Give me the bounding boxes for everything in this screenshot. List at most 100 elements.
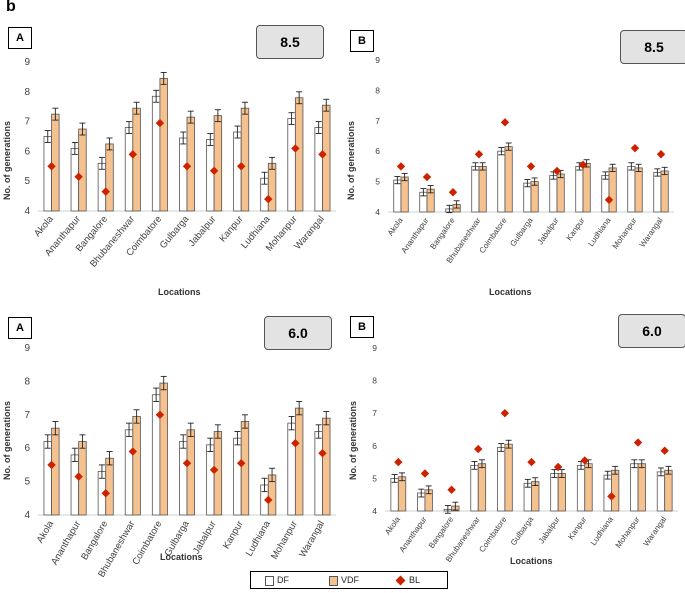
error-bar-vdf <box>323 98 330 112</box>
x-axis-title: Locations <box>489 287 532 297</box>
bl-marker <box>500 409 510 418</box>
bar-df <box>497 447 506 512</box>
bar-chart: 456789AkolaAnanthapurBangaloreBhubaneshw… <box>375 55 674 265</box>
error-bar-df <box>126 121 133 134</box>
bl-marker <box>607 492 616 501</box>
x-tick-label: Ludhiana <box>244 518 273 558</box>
bl-marker <box>422 172 432 182</box>
bl-marker <box>182 459 192 468</box>
x-tick-label: Mohanpur <box>611 216 639 251</box>
bar-vdf <box>105 143 114 212</box>
x-tick-label: Warangal <box>297 519 327 559</box>
x-tick-label: Jabalpur <box>537 515 562 546</box>
error-bar-vdf <box>453 200 460 209</box>
x-tick-label: Akola <box>32 213 56 239</box>
y-tick-label: 5 <box>372 473 377 483</box>
bar-df <box>314 127 323 212</box>
bar-df <box>43 136 52 212</box>
bl-marker <box>448 188 458 197</box>
panel-label: B <box>350 316 374 338</box>
legend-label-df: DF <box>277 575 289 585</box>
error-bar-vdf <box>427 185 434 194</box>
error-bar-vdf <box>505 142 512 151</box>
y-tick-label: 8 <box>24 87 30 98</box>
legend-label-bl: BL <box>409 575 421 585</box>
y-tick-label: 8 <box>375 85 380 95</box>
error-bar-df <box>551 469 558 478</box>
error-bar-df <box>180 131 187 145</box>
error-bar-df <box>628 162 635 171</box>
error-bar-df <box>604 470 611 480</box>
error-bar-df <box>126 422 133 437</box>
bl-marker <box>128 447 138 456</box>
bl-marker <box>474 150 484 159</box>
bl-marker <box>420 469 430 478</box>
bl-marker <box>318 150 327 159</box>
error-bar-vdf <box>323 411 330 426</box>
x-tick-label: Coimbatore <box>477 515 508 554</box>
chart-panel-a-60: A 6.0 No. of generations 4 5 6 7 8 9 Akola Anan… <box>0 300 342 579</box>
bl-marker <box>101 187 110 196</box>
error-bar-df <box>234 125 241 139</box>
y-tick-label: 5 <box>24 477 30 488</box>
chart-panel-b-60: B 6.0 No. of generations 4 5 6 7 8 9 Akola Anan… <box>342 300 685 570</box>
bl-marker <box>318 449 327 458</box>
bar-df <box>97 162 107 212</box>
legend-label-vdf: VDF <box>341 575 359 585</box>
scenario-badge: 6.0 <box>618 314 685 348</box>
bar-df <box>576 464 586 512</box>
x-axis-title: Locations <box>160 552 203 562</box>
bar-df <box>233 131 242 212</box>
error-bar-df <box>472 162 479 171</box>
bar-vdf <box>105 457 114 516</box>
error-bar-df <box>44 434 51 449</box>
error-bar-vdf <box>399 472 406 482</box>
bar-vdf <box>400 176 409 213</box>
bar-df <box>471 165 480 213</box>
bar-vdf <box>294 97 304 212</box>
error-bar-df <box>471 460 478 470</box>
x-tick-label: Akola <box>386 216 405 238</box>
y-tick-label: 7 <box>24 410 30 421</box>
error-bar-vdf <box>79 434 86 449</box>
error-bar-vdf <box>269 467 276 483</box>
bar-df <box>124 429 134 516</box>
x-tick-label: Warangal <box>641 515 668 548</box>
error-bar-df <box>315 121 322 134</box>
x-tick-label: Mohanpur <box>614 515 642 550</box>
x-tick-label: Gulbarga <box>158 213 192 251</box>
x-tick-label: Mohanpur <box>269 519 300 562</box>
bar-vdf <box>504 146 513 213</box>
panel-label: A <box>8 27 32 49</box>
error-bar-vdf <box>609 163 616 173</box>
bar-df <box>287 422 296 516</box>
x-tick-label: Kanpur <box>221 519 246 551</box>
bar-df <box>124 127 134 212</box>
error-bar-vdf <box>106 451 113 466</box>
bl-marker <box>291 438 300 448</box>
bar-df <box>601 175 610 213</box>
error-bar-df <box>446 204 453 214</box>
x-tick-label: Kanpur <box>566 515 588 542</box>
bar-vdf <box>584 463 593 512</box>
bl-marker <box>526 162 536 171</box>
y-tick-label: 7 <box>375 116 380 126</box>
error-bar-vdf <box>52 421 59 436</box>
legend: DF VDF BL <box>250 571 448 589</box>
error-bar-vdf <box>612 465 619 475</box>
bl-marker <box>74 172 83 181</box>
x-tick-label: Jabalpur <box>536 216 561 247</box>
bar-df <box>390 477 399 512</box>
panel-label: A <box>8 317 32 339</box>
legend-item-df: DF <box>265 574 289 586</box>
error-bar-df <box>498 147 505 156</box>
error-bar-vdf <box>269 156 276 170</box>
y-tick-label: 5 <box>375 177 380 187</box>
error-bar-df <box>524 179 531 188</box>
x-tick-label: Akola <box>35 518 57 545</box>
x-tick-label: Ludhiana <box>589 515 616 548</box>
bar-vdf <box>213 431 223 516</box>
y-tick-label: 5 <box>24 176 30 187</box>
bar-vdf <box>267 162 277 212</box>
error-bar-df <box>391 474 398 483</box>
